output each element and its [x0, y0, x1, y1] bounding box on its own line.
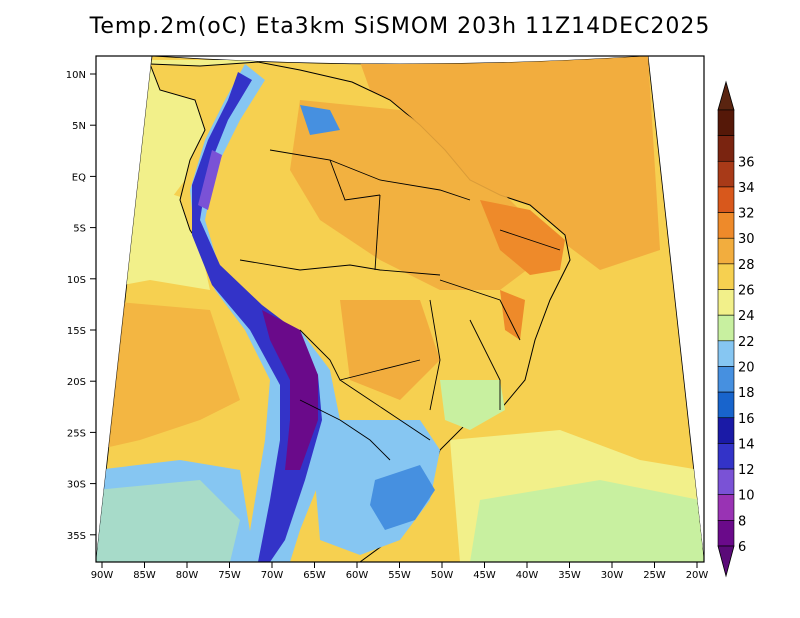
colorbar-segment — [717, 468, 735, 496]
colorbar-segment — [717, 237, 735, 265]
colorbar-label: 20 — [738, 360, 755, 375]
southeast-brazil-green — [440, 380, 505, 430]
colorbar-under-arrow — [717, 545, 735, 578]
border-line — [469, 319, 501, 410]
colorbar-segment — [717, 520, 735, 547]
colorbar-segment — [717, 443, 735, 470]
ocean-green-southwest — [96, 480, 240, 562]
lon-label: 50W — [431, 570, 454, 581]
border-line — [499, 229, 561, 251]
map-title: Temp.2m(oC) Eta3km SiSMOM 203h 11Z14DEC2… — [89, 14, 711, 39]
lon-label: 90W — [91, 570, 114, 581]
lon-label: 55W — [388, 570, 411, 581]
lat-label: 20S — [67, 377, 86, 388]
lon-label: 65W — [303, 570, 326, 581]
colorbar-label: 36 — [738, 155, 755, 170]
border-line — [269, 149, 471, 201]
ocean-warm-atlantic — [360, 56, 660, 270]
colorbar-label: 34 — [738, 181, 755, 196]
colorbar-segment — [717, 366, 735, 393]
border-line — [239, 259, 441, 276]
colorbar-segment — [717, 417, 735, 444]
lon-label: 45W — [473, 570, 496, 581]
colorbar-label: 28 — [738, 258, 755, 273]
uruguay-cool — [370, 465, 435, 530]
lat-label: 35S — [67, 531, 86, 542]
lat-label: 5N — [72, 121, 86, 132]
border-line — [374, 194, 381, 271]
venezuela-cool — [300, 105, 340, 135]
colorbar-label: 26 — [738, 284, 755, 299]
andes-coldest — [262, 310, 318, 470]
colorbar-segment — [717, 186, 735, 213]
lat-label: 10S — [67, 275, 86, 286]
colorbar-segment — [717, 212, 735, 239]
country-borders — [239, 149, 561, 461]
lat-label: 10N — [66, 70, 86, 81]
lat-label: 15S — [67, 326, 86, 337]
colorbar-label: 6 — [738, 540, 746, 555]
lon-label: 60W — [346, 570, 369, 581]
colorbar-label: 30 — [738, 232, 755, 247]
colorbar-segment — [717, 340, 735, 367]
colorbar-label: 32 — [738, 207, 755, 222]
colorbar-label: 10 — [738, 489, 755, 504]
colorbar-segment — [717, 391, 735, 419]
longitude-axis: 90W 85W 80W 75W 70W 65W 60W 55W 50W 45W 40W 35W 30W 2… — [91, 562, 709, 581]
lon-label: 25W — [643, 570, 666, 581]
border-line — [299, 399, 391, 461]
ocean-green-south — [470, 480, 704, 562]
latitude-axis: 10N 5N EQ 5S 10S 15S 20S 25S 30S 35S — [66, 70, 96, 542]
lon-label: 70W — [261, 570, 284, 581]
ocean-warm-pacific — [96, 300, 240, 450]
colorbar: 6 8 10 12 14 16 18 20 22 24 26 28 30 32 34 36 — [717, 80, 755, 578]
lat-label: 30S — [67, 480, 86, 491]
colorbar-segment — [717, 314, 735, 342]
land-hot-spots — [500, 290, 525, 340]
border-line — [329, 159, 381, 201]
lon-label: 40W — [516, 570, 539, 581]
lon-label: 35W — [558, 570, 581, 581]
lat-label: 25S — [67, 428, 86, 439]
lon-label: 30W — [601, 570, 624, 581]
colorbar-segment — [717, 289, 735, 316]
land-warm-center — [340, 300, 440, 400]
border-line — [339, 379, 431, 441]
colorbar-segment — [717, 160, 735, 188]
colorbar-segment — [717, 263, 735, 290]
lon-label: 80W — [176, 570, 199, 581]
colorbar-segment — [717, 494, 735, 521]
colorbar-label: 12 — [738, 463, 755, 478]
colorbar-label: 24 — [738, 309, 755, 324]
colorbar-label: 8 — [738, 514, 746, 529]
colorbar-label: 14 — [738, 437, 755, 452]
lat-label: 5S — [73, 224, 86, 235]
border-line — [429, 299, 441, 411]
colorbar-over-arrow — [717, 80, 735, 111]
lon-label: 75W — [218, 570, 241, 581]
andes-purple-north — [198, 150, 222, 210]
colorbar-label: 18 — [738, 386, 755, 401]
lat-label: EQ — [72, 172, 86, 183]
colorbar-label: 16 — [738, 412, 755, 427]
colorbar-segment — [717, 109, 735, 136]
colorbar-label: 22 — [738, 335, 755, 350]
lon-label: 85W — [133, 570, 156, 581]
border-line — [439, 279, 521, 341]
colorbar-segment — [717, 135, 735, 162]
lon-label: 20W — [686, 570, 709, 581]
land-warm-north-brazil — [290, 100, 540, 290]
